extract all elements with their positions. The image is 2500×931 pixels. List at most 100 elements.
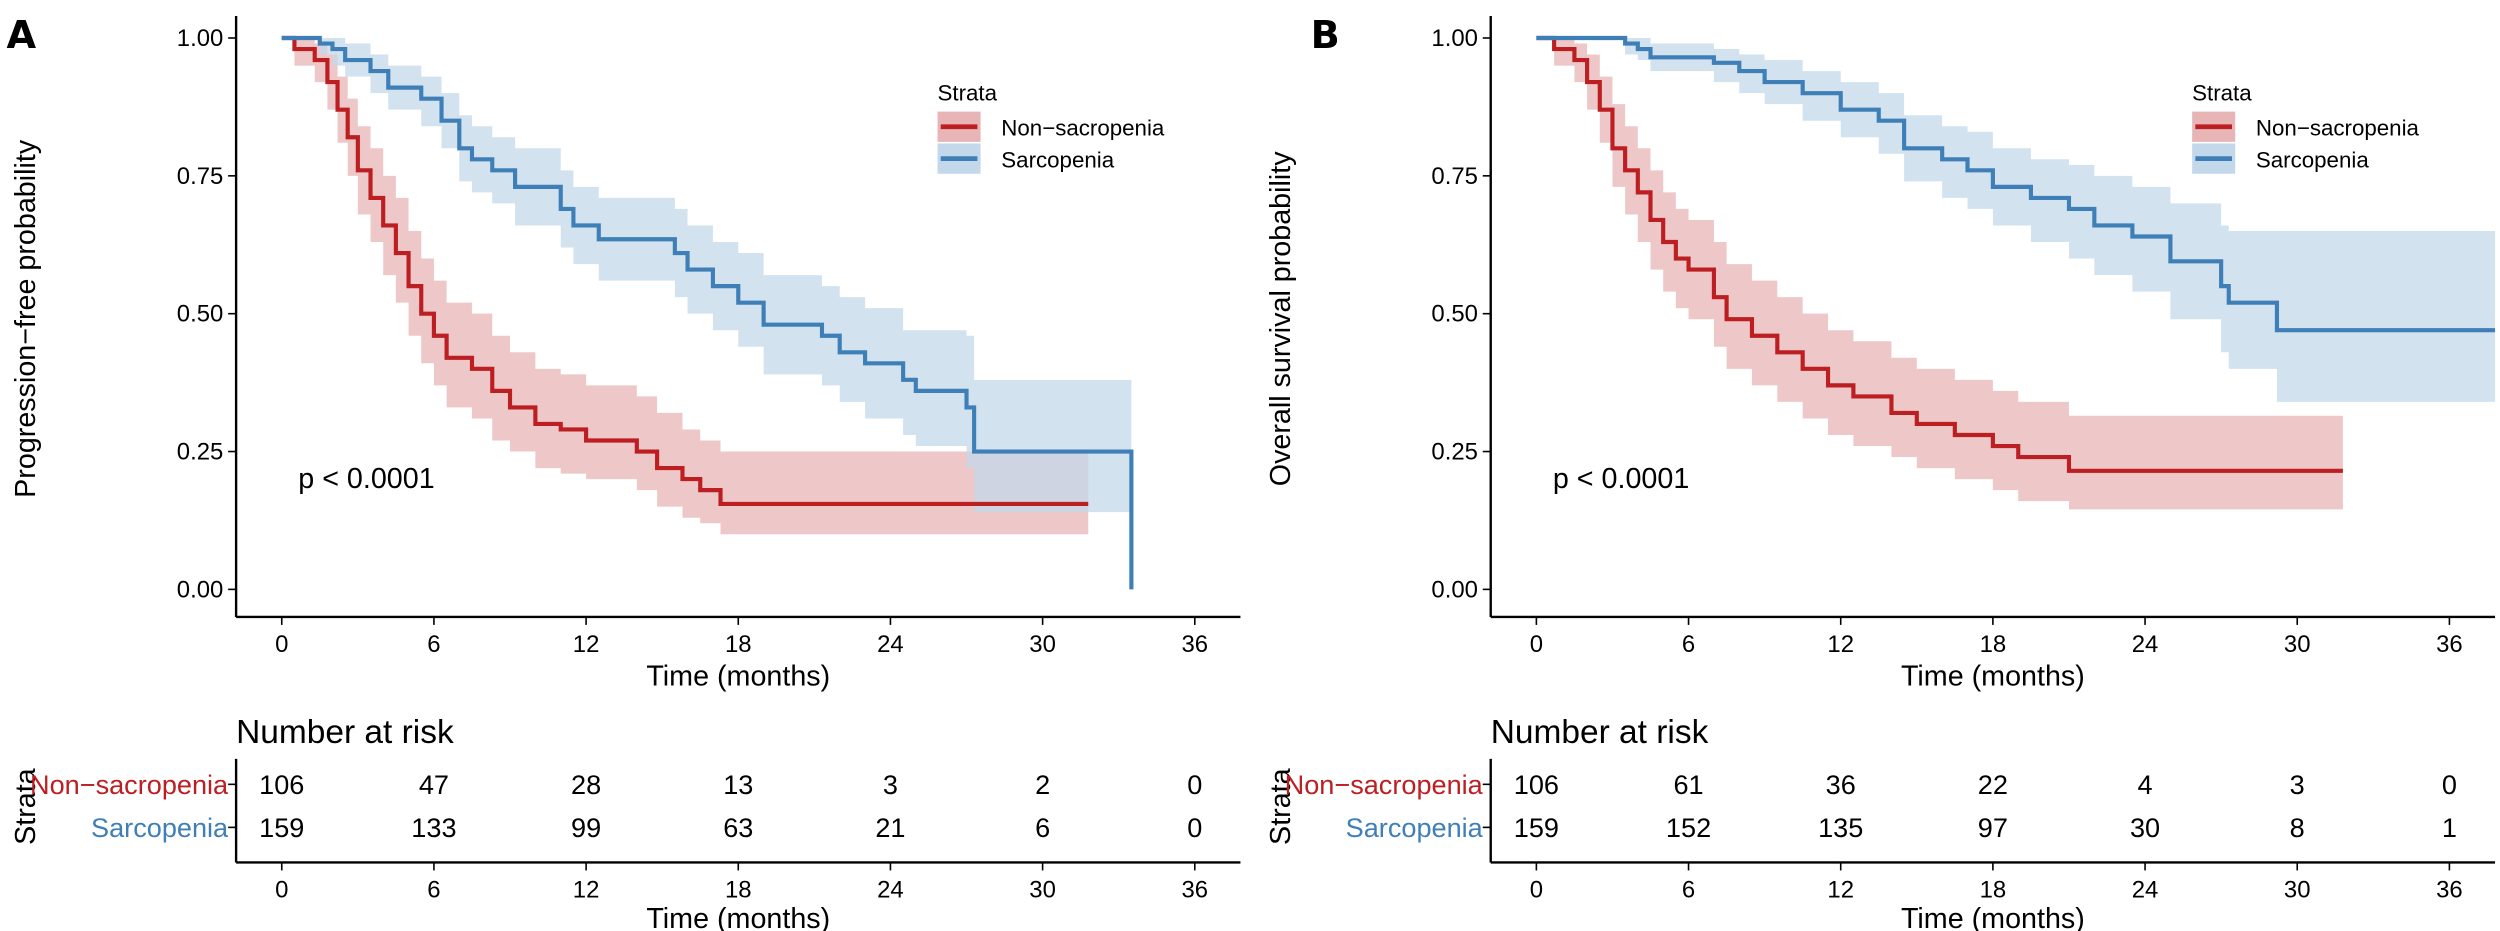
risk-value: 63: [723, 812, 753, 843]
risk-strata-label: Strata: [1265, 768, 1297, 845]
risk-x-axis-title: Time (months): [646, 903, 830, 931]
survival-curve-1: [281, 35, 1134, 590]
y-tick-label: 1.00: [177, 25, 224, 52]
panel-label-a: A: [7, 13, 37, 58]
risk-value: 21: [875, 812, 905, 843]
x-tick-label: 18: [725, 631, 752, 658]
risk-value: 159: [259, 812, 304, 843]
risk-x-tick-label: 30: [2284, 877, 2311, 904]
risk-row-label: Non−sacropenia: [1285, 769, 1484, 800]
y-tick-label: 0.00: [177, 576, 224, 603]
y-tick-label: 0.50: [177, 301, 224, 328]
risk-value: 99: [571, 812, 601, 843]
risk-x-tick-label: 12: [573, 877, 600, 904]
y-tick-label: 0.50: [1431, 301, 1478, 328]
y-axis-title: Overall survival probability: [1265, 151, 1297, 486]
risk-table-title: Number at risk: [1491, 714, 1709, 751]
risk-x-tick-label: 36: [2436, 877, 2463, 904]
x-tick-label: 24: [2132, 631, 2159, 658]
y-tick-label: 0.25: [1431, 439, 1478, 466]
legend-title: Strata: [938, 80, 998, 105]
risk-value: 13: [723, 769, 753, 800]
risk-x-tick-label: 30: [1029, 877, 1056, 904]
y-axis-title: Progression−free probability: [10, 139, 42, 498]
risk-value: 97: [1978, 812, 2008, 843]
y-tick-label: 0.00: [1431, 576, 1478, 603]
legend-label: Sarcopenia: [1001, 147, 1114, 172]
x-tick-label: 12: [1827, 631, 1854, 658]
risk-x-tick-label: 6: [1682, 877, 1695, 904]
risk-value: 3: [2290, 769, 2305, 800]
x-tick-label: 6: [427, 631, 440, 658]
risk-value: 106: [1514, 769, 1559, 800]
risk-value: 8: [2290, 812, 2305, 843]
ci-band-1: [281, 37, 1132, 513]
risk-value: 0: [1187, 812, 1202, 843]
x-tick-label: 12: [573, 631, 600, 658]
risk-x-axis-title: Time (months): [1901, 903, 2085, 931]
risk-value: 1: [2442, 812, 2457, 843]
risk-row-label: Sarcopenia: [1346, 812, 1484, 843]
x-tick-label: 36: [2436, 631, 2463, 658]
ci-band-0: [281, 37, 1089, 535]
risk-value: 159: [1514, 812, 1559, 843]
risk-x-tick-label: 24: [2132, 877, 2159, 904]
panel-label-b: B: [1311, 13, 1340, 58]
y-tick-label: 0.75: [177, 163, 224, 190]
risk-value: 28: [571, 769, 601, 800]
x-axis-title: Time (months): [646, 660, 830, 692]
x-tick-label: 6: [1682, 631, 1695, 658]
risk-value: 30: [2130, 812, 2160, 843]
y-tick-label: 0.25: [177, 439, 224, 466]
risk-value: 4: [2138, 769, 2153, 800]
legend-title: Strata: [2192, 80, 2252, 105]
risk-x-tick-label: 12: [1827, 877, 1854, 904]
risk-value: 0: [2442, 769, 2457, 800]
risk-value: 47: [419, 769, 449, 800]
risk-x-tick-label: 18: [1980, 877, 2007, 904]
x-axis-title: Time (months): [1901, 660, 2085, 692]
y-tick-label: 0.75: [1431, 163, 1478, 190]
risk-x-tick-label: 0: [275, 877, 288, 904]
risk-value: 135: [1818, 812, 1863, 843]
risk-x-tick-label: 36: [1181, 877, 1208, 904]
risk-x-tick-label: 18: [725, 877, 752, 904]
x-tick-label: 30: [1029, 631, 1056, 658]
risk-strata-label: Strata: [10, 768, 42, 845]
risk-value: 133: [411, 812, 456, 843]
p-value: p < 0.0001: [1553, 463, 1689, 495]
risk-value: 61: [1673, 769, 1703, 800]
risk-value: 2: [1035, 769, 1050, 800]
risk-table-title: Number at risk: [236, 714, 454, 751]
x-tick-label: 30: [2284, 631, 2311, 658]
risk-x-tick-label: 6: [427, 877, 440, 904]
risk-value: 3: [883, 769, 898, 800]
risk-value: 152: [1666, 812, 1711, 843]
legend-label: Non−sacropenia: [2256, 116, 2420, 141]
x-tick-label: 36: [1181, 631, 1208, 658]
risk-value: 36: [1826, 769, 1856, 800]
risk-value: 22: [1978, 769, 2008, 800]
y-tick-label: 1.00: [1431, 25, 1478, 52]
risk-value: 106: [259, 769, 304, 800]
x-tick-label: 0: [275, 631, 288, 658]
p-value: p < 0.0001: [298, 463, 434, 495]
survival-curve-0: [1536, 35, 2343, 473]
ci-band-0: [1536, 37, 2343, 510]
x-tick-label: 24: [877, 631, 904, 658]
risk-x-tick-label: 0: [1530, 877, 1543, 904]
risk-row-label: Sarcopenia: [91, 812, 229, 843]
risk-x-tick-label: 24: [877, 877, 904, 904]
legend-label: Non−sacropenia: [1001, 116, 1165, 141]
risk-row-label: Non−sacropenia: [30, 769, 229, 800]
risk-value: 0: [1187, 769, 1202, 800]
risk-value: 6: [1035, 812, 1050, 843]
x-tick-label: 0: [1530, 631, 1543, 658]
